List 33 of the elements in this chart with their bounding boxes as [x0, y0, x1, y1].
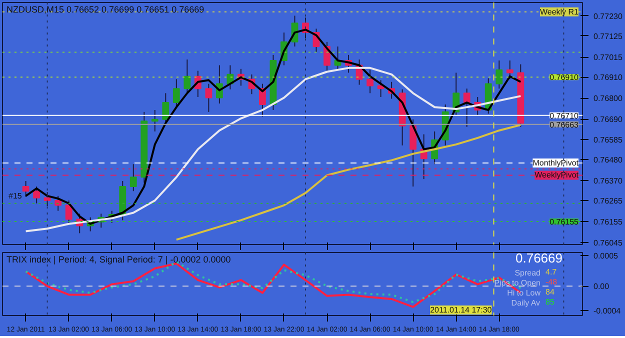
y-tick-label: 0.76690	[594, 115, 623, 124]
annotation: 85	[546, 298, 555, 306]
y-tick-label: 0.76800	[594, 94, 623, 104]
ref-line-label: 0.76910	[550, 73, 580, 82]
annotation: #15	[8, 192, 22, 200]
ref-line-label: 0.76663	[550, 120, 580, 130]
annotation: 0.76669	[516, 250, 563, 266]
annotation: -48	[546, 278, 558, 286]
y-tick-label: 0.77125	[594, 32, 623, 41]
y-tick-label: 0.77230	[594, 12, 623, 21]
chart-title: TRIX index | Period: 4, Signal Period: 7 | -0.0002 0.0000	[6, 254, 231, 264]
ref-line-label: 0.76155	[550, 218, 580, 227]
ref-line-label: 0.76710	[550, 111, 580, 120]
y-tick-label: 0.76585	[594, 135, 623, 144]
ref-line-label: 2011.01.14 17:30	[430, 306, 492, 314]
y-tick-label: 0.76910	[594, 73, 623, 82]
y-tick-label: 0.0005	[594, 252, 619, 261]
y-tick-label: 0.76370	[594, 176, 623, 186]
annotation: 4.7	[546, 268, 558, 276]
ref-line-label: WeeklyPivot	[534, 170, 580, 180]
annotation: Daily Av	[511, 298, 540, 308]
y-tick-label: 0.77015	[594, 53, 623, 62]
y-tick-label: 0.00	[594, 282, 610, 292]
y-tick-label: 0.76045	[594, 238, 623, 248]
annotation: Spread	[514, 268, 540, 278]
y-tick-label: 0.76265	[594, 196, 623, 206]
ref-line-label: Weekly R1	[540, 7, 580, 16]
annotation: 84	[546, 288, 555, 296]
y-tick-label: 0.76155	[594, 218, 623, 227]
chart-title: NZDUSD,M15 0.76652 0.76699 0.76651 0.76669	[6, 4, 204, 14]
y-tick-label: -0.0004	[594, 306, 622, 316]
ref-line-label: MonthlyPivot	[532, 158, 580, 168]
y-tick-label: 0.76480	[594, 155, 623, 164]
